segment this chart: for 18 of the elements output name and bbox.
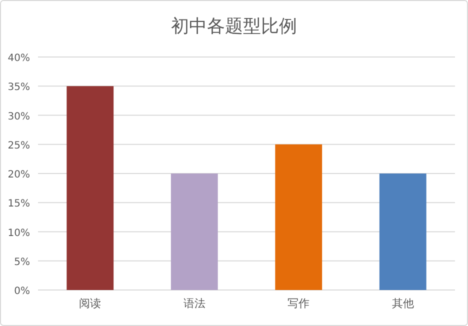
y-tick-label: 10%	[8, 228, 30, 239]
bar	[379, 174, 426, 290]
bar	[170, 174, 218, 290]
y-tick-label: 15%	[8, 198, 30, 210]
y-tick-label: 0%	[14, 286, 30, 297]
x-tick-label: 写作	[288, 297, 310, 310]
x-tick-label: 其他	[392, 297, 414, 310]
y-tick-label: 40%	[8, 53, 30, 64]
bar	[66, 86, 114, 290]
y-tick-label: 35%	[8, 82, 30, 94]
x-tick-label: 语法	[183, 297, 206, 310]
y-tick-label: 25%	[8, 140, 30, 152]
y-tick-label: 5%	[14, 256, 30, 268]
y-tick-label: 20%	[8, 170, 30, 180]
chart-title: 初中各题型比例	[171, 16, 297, 37]
y-tick-label: 30%	[8, 111, 30, 122]
x-tick-label: 阅读	[79, 297, 102, 310]
bar	[275, 144, 322, 290]
